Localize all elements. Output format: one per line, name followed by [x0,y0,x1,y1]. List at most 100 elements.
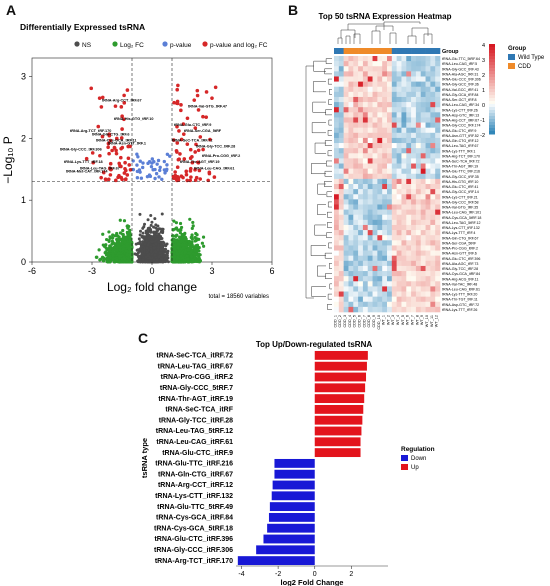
bar [314,350,368,360]
ns-point [137,237,141,241]
ns-point [152,243,156,247]
ns-point [140,253,144,257]
ns-point [152,225,156,229]
ns-point [145,259,149,263]
bar-xlabel: log2 Fold Change [281,578,344,586]
bar-legend-swatch [401,455,408,461]
volcano-title: Differentially Expressed tsRNA [20,22,145,32]
ns-point [145,246,149,250]
ns-point [160,212,164,216]
bar-x-tick-label: 0 [313,571,317,578]
ns-point [136,248,140,252]
ns-point [147,236,151,240]
bar-category-label: tRNA-Leu-TAG_itRF.67 [158,363,233,370]
bar [269,502,315,512]
ns-point [141,240,145,244]
legend-dot [112,41,118,47]
ns-point [163,243,167,247]
ns-point [140,245,144,249]
ns-point [154,226,158,230]
bar [274,469,315,479]
ns-point [154,231,158,235]
ns-point [140,249,144,253]
ns-point [159,248,163,252]
bar [256,545,315,555]
bar [314,415,363,425]
log2fc-point [121,228,125,233]
bar-category-label: tRNA-Gly-CCC_itRF.306 [154,547,233,554]
ns-point [145,238,149,242]
ns-point [156,248,160,252]
ns-point [146,242,150,246]
ns-point [141,258,145,262]
log2fc-point [101,232,105,236]
log2fc-point [122,219,127,223]
ns-point [160,257,164,261]
ns-point [133,252,137,256]
ns-point [149,223,153,227]
bar-category-label: tRNA-Glu-TTC_itRF.216 [155,461,233,468]
ns-point [157,240,161,244]
ns-point [149,230,153,234]
ns-point [156,227,160,231]
bar [267,523,315,533]
bar [268,512,315,522]
bar-x-tick-label: -4 [238,571,244,578]
ns-point [163,260,167,264]
bar-category-label: tRNA-SeC-TCA_itRF [165,407,233,414]
ns-point [149,247,153,251]
panel-a-letter: A [6,2,17,18]
bar [314,394,365,404]
bar [263,534,315,544]
bar-category-label: tRNA-Gly-TCC_itRF.28 [159,417,233,424]
legend-dot [74,41,80,47]
ns-point [158,251,162,255]
bar-category-label: tRNA-Leu-CAG_itRF.61 [156,439,233,446]
bar-category-label: tRNA-SeC-TCA_itRF.72 [156,353,233,360]
ns-point [142,225,146,229]
log2fc-point [107,230,111,234]
ns-point [162,254,166,258]
log2fc-point [188,217,192,221]
bar-category-label: tRNA-Cys-GCA_itRF.84 [156,515,233,522]
ns-point [142,250,146,254]
bar-x-tick-label: 2 [349,571,353,578]
log2fc-point [115,231,119,236]
ns-point [143,235,147,239]
ns-point [150,220,154,224]
ns-point [153,253,157,257]
bar [314,372,367,382]
ns-point [146,226,150,230]
ns-point [148,256,152,260]
bar [314,426,362,436]
ns-point [146,218,150,222]
bar-category-label: tRNA-Arg-CCT_itRF.12 [158,482,233,489]
ns-point [165,251,169,255]
ns-point [150,240,154,244]
ns-point [138,212,142,216]
bar-legend-swatch [401,464,408,470]
bar-category-label: tRNA-Gln-CTG_itRF.67 [158,471,233,478]
bar-category-label: tRNA-Thr-AGT_itRF.19 [158,396,233,403]
bar [314,448,361,458]
panel-b-letter: B [288,2,299,18]
legend-dot [162,41,168,47]
ns-point [145,232,149,236]
ns-point [156,246,160,250]
ns-point [155,258,159,262]
bar [272,480,315,490]
bar [271,491,315,501]
bar-legend-label: Up [411,465,419,471]
ns-point [161,230,165,234]
ns-point [138,233,142,237]
bar-legend-title: Regulation [401,446,435,453]
bar [274,458,315,468]
ns-point [152,246,156,250]
legend-label: p-value and log₂ FC [210,42,268,49]
ns-point [159,227,163,231]
panel-c-letter: C [138,330,149,346]
bar-category-label: tRNA-Cys-GCA_5tRF.18 [154,525,233,532]
ns-point [149,214,153,218]
